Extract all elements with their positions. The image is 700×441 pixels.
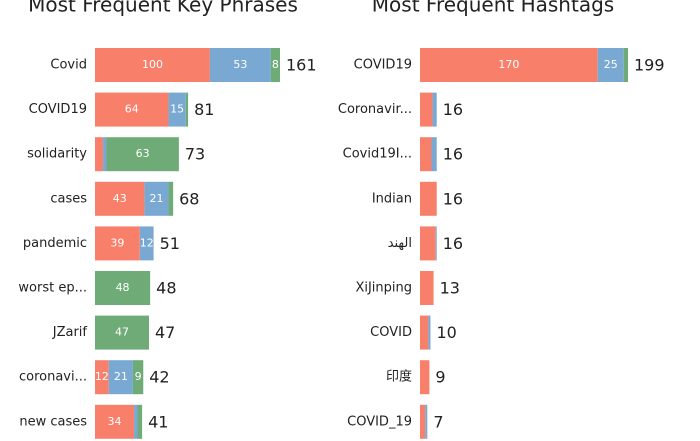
segment-label: 12 [140, 236, 154, 249]
category-label: COVID_19 [347, 414, 412, 429]
segment-label: 43 [113, 192, 127, 205]
segment-label: 15 [170, 103, 184, 116]
bar-segment [168, 92, 186, 127]
bar-segment [95, 226, 140, 261]
total-label: 13 [440, 279, 460, 298]
bar-segment [428, 315, 431, 350]
segment-label: 64 [125, 103, 139, 116]
bar-segment [420, 181, 437, 216]
bar-segment [270, 48, 280, 82]
segment-label: 9 [135, 370, 142, 383]
bar-segment [420, 48, 598, 82]
bar-segment [95, 315, 150, 350]
bar-segment [435, 226, 437, 261]
segment-label: 47 [115, 326, 129, 339]
category-label: JZarif [52, 325, 88, 340]
bar-segment [420, 315, 429, 350]
bar-segment [597, 48, 624, 82]
category-label: Covid19I... [343, 147, 412, 162]
bar-segment [144, 181, 169, 216]
segment-label: 100 [142, 58, 163, 71]
total-label: 81 [194, 100, 214, 119]
category-label: coronavi... [19, 370, 87, 385]
bar-segment [623, 48, 628, 82]
category-label: Coronavir... [338, 102, 412, 117]
category-label: Covid [50, 58, 87, 73]
total-label: 42 [149, 368, 169, 387]
bar-segment [132, 360, 144, 395]
category-label: pandemic [23, 236, 87, 251]
bar-segment [108, 360, 133, 395]
category-label: الهند [388, 236, 412, 251]
bar-segment [425, 404, 428, 439]
total-label: 48 [156, 279, 176, 298]
category-label: worst ep... [18, 281, 87, 296]
segment-label: 53 [233, 58, 247, 71]
total-label: 16 [443, 234, 463, 253]
segment-label: 48 [116, 281, 130, 294]
total-label: 161 [286, 56, 317, 75]
category-label: Indian [372, 191, 412, 206]
bar-segment [95, 181, 145, 216]
category-label: XiJinping [355, 281, 412, 296]
segment-label: 21 [149, 192, 163, 205]
bar-segment [95, 48, 210, 82]
bar-segment [420, 404, 426, 439]
category-label: COVID19 [29, 102, 87, 117]
total-label: 7 [433, 412, 443, 431]
bar-segment [134, 404, 138, 439]
bar-segment [432, 92, 437, 127]
bar-segment [431, 137, 437, 172]
bar-segment [209, 48, 271, 82]
bar-segment [139, 226, 154, 261]
bar-segment [95, 404, 135, 439]
segment-label: 34 [108, 415, 122, 428]
segment-label: 8 [272, 58, 279, 71]
segment-label: 12 [95, 370, 109, 383]
bar-segment [95, 271, 151, 305]
bar-segment [95, 137, 104, 172]
total-label: 10 [436, 323, 456, 342]
total-label: 16 [443, 100, 463, 119]
category-label: 印度 [386, 369, 412, 385]
bar-segment [95, 92, 169, 127]
bar-segment [168, 181, 174, 216]
total-label: 68 [179, 189, 199, 208]
total-label: 9 [435, 368, 445, 387]
bar-segment [185, 92, 189, 127]
total-label: 199 [634, 56, 665, 75]
segment-label: 21 [114, 370, 128, 383]
segment-label: 63 [136, 147, 150, 160]
segment-label: 170 [498, 58, 519, 71]
category-label: COVID19 [354, 58, 412, 73]
total-label: 73 [185, 145, 205, 164]
category-label: new cases [19, 414, 87, 429]
bar-segment [137, 404, 143, 439]
bar-segment [103, 137, 107, 172]
chart-title: Most Frequent Hashtags [372, 0, 614, 17]
bar-segment [420, 226, 436, 261]
bar-segment [420, 137, 432, 172]
total-label: 41 [148, 412, 168, 431]
bar-segment [420, 360, 430, 395]
bar-segment [106, 137, 179, 172]
chart-title: Most Frequent Key Phrases [28, 0, 298, 17]
total-label: 16 [443, 189, 463, 208]
category-label: cases [50, 191, 87, 206]
bar-segment [420, 271, 434, 305]
total-label: 47 [155, 323, 175, 342]
segment-label: 39 [110, 236, 124, 249]
total-label: 16 [443, 145, 463, 164]
segment-label: 25 [604, 58, 618, 71]
total-label: 51 [160, 234, 180, 253]
bar-segment [95, 360, 109, 395]
bar-segment [420, 92, 433, 127]
category-label: COVID [370, 325, 412, 340]
category-label: solidarity [27, 147, 87, 162]
